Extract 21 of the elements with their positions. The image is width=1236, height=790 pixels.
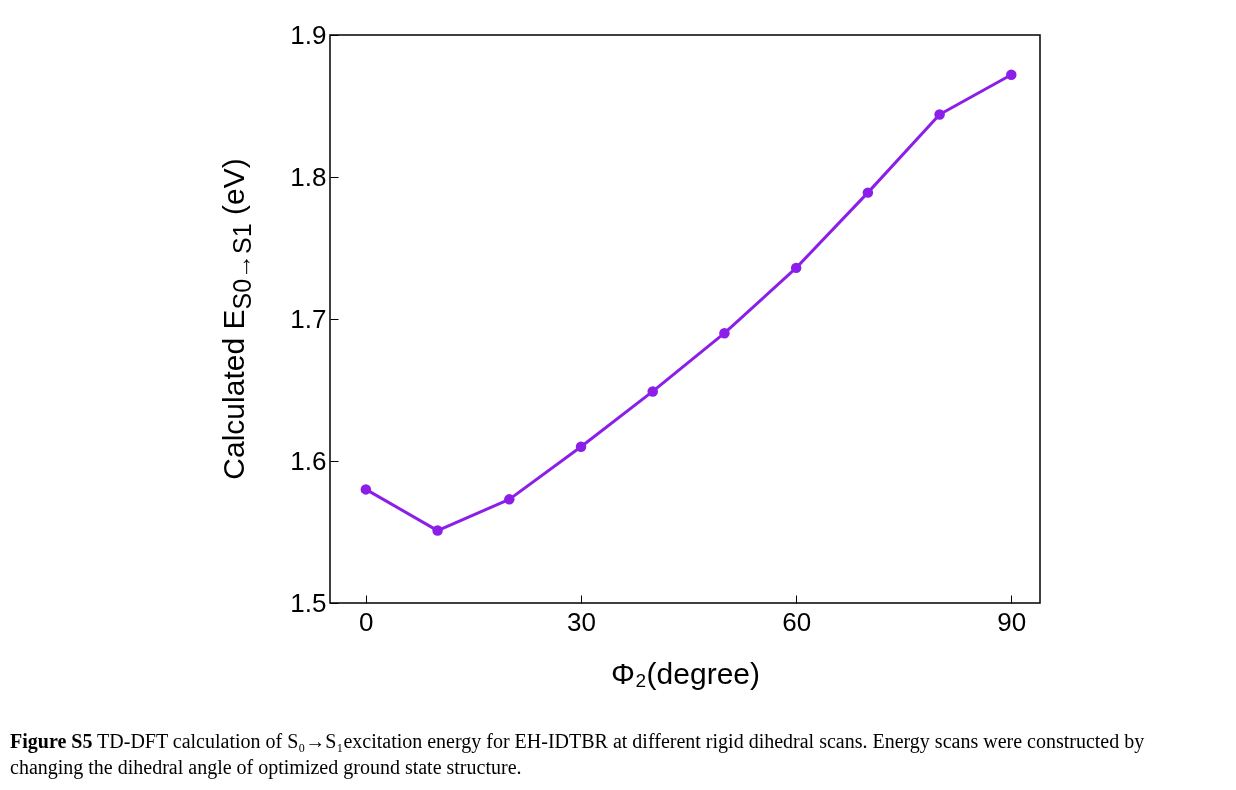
y-tick-label: 1.5 bbox=[290, 587, 327, 618]
point bbox=[647, 386, 658, 397]
x-tick-label: 30 bbox=[567, 606, 596, 637]
point bbox=[790, 262, 802, 274]
point bbox=[360, 484, 372, 495]
point bbox=[719, 327, 730, 339]
x-tick-label: 90 bbox=[997, 606, 1027, 637]
point bbox=[862, 187, 874, 198]
y-tick-label: 1.7 bbox=[290, 303, 327, 334]
y-tick-label: 1.8 bbox=[290, 161, 327, 192]
y-tick-label: 1.9 bbox=[290, 19, 327, 50]
point bbox=[575, 441, 587, 453]
point bbox=[432, 525, 443, 536]
point bbox=[504, 494, 515, 505]
x-tick-label: 0 bbox=[359, 606, 374, 637]
x-axis-title: Φ₂(degree) bbox=[611, 656, 760, 690]
point bbox=[1006, 69, 1017, 80]
caption: Figure S5 TD-DFT calculation of S₀→S₁excitation energy for EH-IDTBR at different rigid dihedral scans. Energy scans were constructed by changing the dihedral angle of optimized ground state structure. bbox=[10, 730, 1145, 778]
x-tick-label: 60 bbox=[782, 606, 812, 637]
point bbox=[934, 109, 945, 120]
y-tick-label: 1.6 bbox=[290, 445, 327, 476]
